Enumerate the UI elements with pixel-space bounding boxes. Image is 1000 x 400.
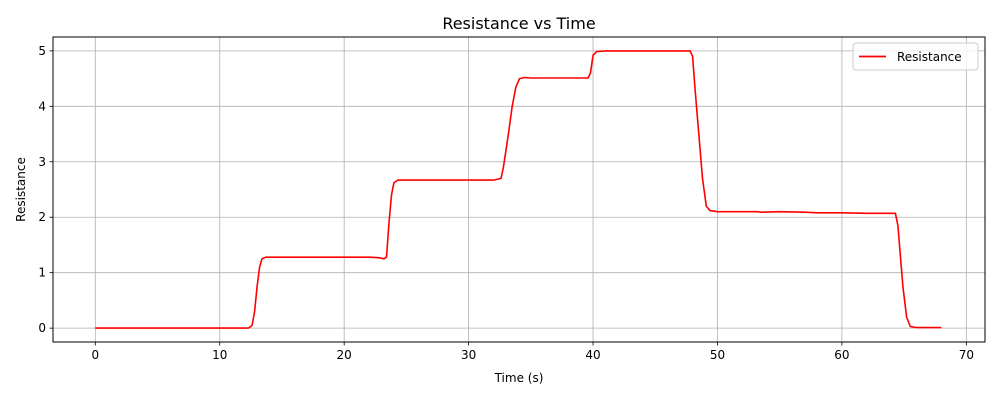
x-tick-label: 40: [585, 348, 600, 362]
x-tick-label: 20: [337, 348, 352, 362]
series-line-resistance: [95, 50, 942, 329]
y-tick-label: 4: [38, 99, 46, 113]
x-tick-label: 0: [91, 348, 99, 362]
legend-label: Resistance: [897, 50, 962, 64]
grid: [53, 37, 985, 342]
plot-frame: [52, 36, 986, 343]
x-tick-label: 10: [212, 348, 227, 362]
legend: Resistance: [852, 42, 979, 71]
y-tick-label: 1: [38, 266, 46, 280]
x-tick-label: 50: [710, 348, 725, 362]
x-axis-label: Time (s): [494, 371, 544, 385]
x-tick-label: 60: [834, 348, 849, 362]
y-tick-label: 0: [38, 321, 46, 335]
plot-area: [95, 50, 942, 329]
y-tick-label: 3: [38, 155, 46, 169]
x-tick-label: 30: [461, 348, 476, 362]
y-axis-label: Resistance: [14, 157, 28, 222]
axes-ticks: 0 10 20 30 40 50 60 70 0 1 2 3 4 5: [38, 44, 974, 362]
y-tick-label: 5: [38, 44, 46, 58]
y-tick-label: 2: [38, 210, 46, 224]
chart-title: Resistance vs Time: [442, 14, 595, 33]
x-tick-label: 70: [959, 348, 974, 362]
legend-box: [852, 42, 979, 71]
